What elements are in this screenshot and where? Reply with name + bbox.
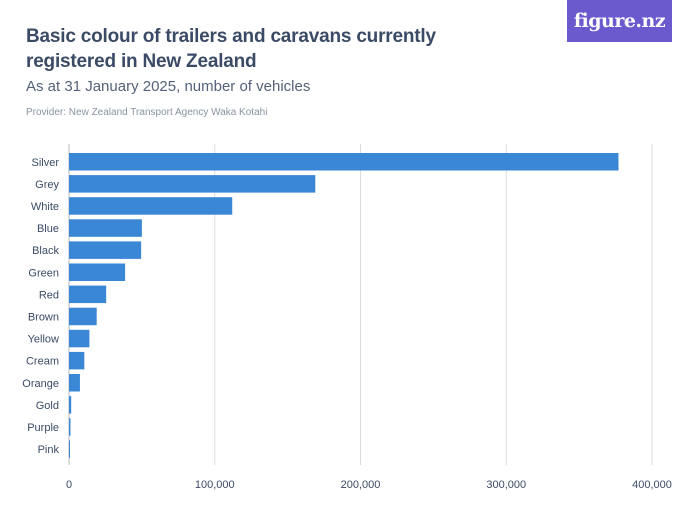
category-label: Red: [39, 289, 59, 301]
bar-silver: [69, 153, 619, 171]
category-label: White: [31, 201, 59, 213]
category-label: Brown: [28, 311, 59, 323]
x-tick-label: 400,000: [632, 479, 672, 491]
x-tick-label: 0: [66, 479, 72, 491]
category-label: Green: [28, 267, 59, 279]
bar-purple: [69, 418, 71, 436]
bar-white: [69, 197, 233, 215]
category-label: Purple: [27, 422, 59, 434]
data-provider: Provider: New Zealand Transport Agency W…: [26, 107, 268, 118]
chart-subtitle: As at 31 January 2025, number of vehicle…: [26, 78, 311, 95]
x-tick-label: 200,000: [341, 479, 381, 491]
chart-title: Basic colour of trailers and caravans cu…: [26, 26, 436, 72]
bar-cream: [69, 351, 85, 370]
bar-grey: [69, 175, 316, 193]
category-label: Grey: [35, 179, 59, 191]
bar-yellow: [69, 329, 90, 348]
figure-nz-logo[interactable]: figure.nz: [567, 0, 672, 42]
category-label: Yellow: [28, 334, 59, 346]
category-label: Gold: [36, 400, 59, 412]
category-label: Pink: [38, 444, 60, 456]
bar-red: [69, 285, 107, 304]
category-label: Cream: [26, 356, 59, 368]
category-label: Blue: [37, 223, 59, 235]
bar-black: [69, 241, 142, 259]
bar-pink: [69, 440, 70, 458]
bar-gold: [69, 396, 72, 414]
bar-orange: [69, 374, 80, 392]
bar-blue: [69, 219, 142, 237]
bar-brown: [69, 307, 97, 326]
bar-green: [69, 263, 126, 281]
category-label: Silver: [31, 157, 59, 169]
x-tick-label: 300,000: [486, 479, 526, 491]
category-label: Orange: [22, 378, 59, 390]
x-tick-label: 100,000: [195, 479, 235, 491]
category-label: Black: [32, 245, 59, 257]
